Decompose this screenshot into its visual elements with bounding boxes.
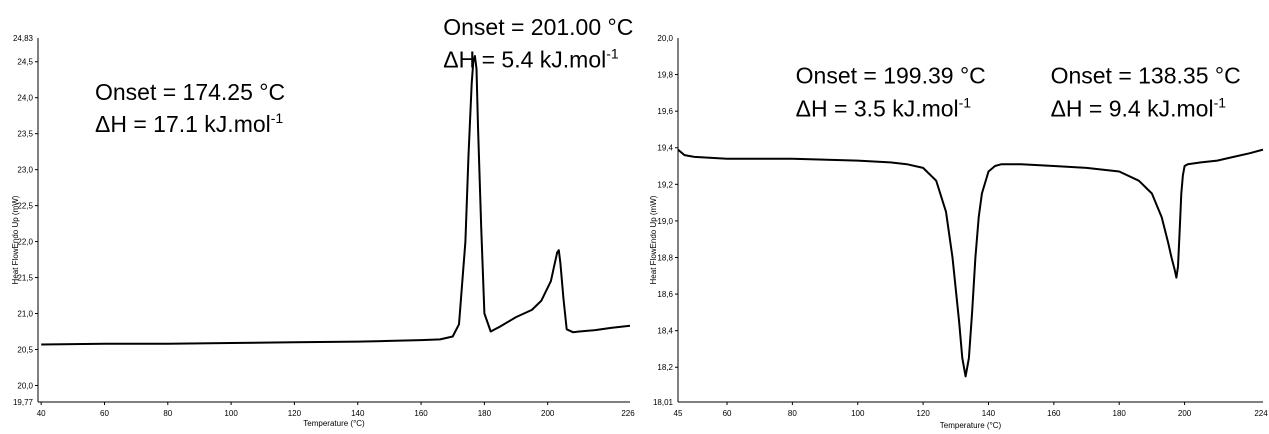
left-chart: 20,0 20,5 21,0 21,5 22,0 22,5 23,0 23,5 24,0 24,5…	[11, 14, 635, 428]
right-annotation: ΔH = 3.5 kJ.mol-1	[796, 95, 972, 122]
right-x-tick-label: 140	[982, 409, 996, 418]
left-y-tick-label: 20,0	[17, 381, 33, 390]
left-y-max-label: 24,83	[13, 34, 34, 43]
right-x-tick-label: 80	[788, 409, 797, 418]
left-x-tick-label: 120	[288, 409, 302, 418]
left-x-end-label: 226	[621, 409, 635, 418]
left-annotation-superscript: -1	[271, 110, 284, 126]
left-annotation-superscript: -1	[606, 45, 619, 61]
right-annotation-superscript: -1	[959, 95, 972, 111]
right-annotation: ΔH = 9.4 kJ.mol-1	[1051, 95, 1227, 122]
right-y-tick-label: 18,2	[657, 363, 673, 372]
right-annotation-superscript: -1	[1214, 95, 1227, 111]
right-x-tick-label: 100	[851, 409, 865, 418]
left-y-tick-label: 23,0	[17, 166, 33, 175]
left-y-tick-label: 23,5	[17, 130, 33, 139]
right-y-tick-label: 19,4	[657, 144, 673, 153]
right-x-tick-label: 180	[1113, 409, 1127, 418]
right-y-max-label: 20,0	[657, 34, 673, 43]
left-y-tick-label: 22,0	[17, 238, 33, 247]
left-annotation: Onset = 201.00 °C	[443, 14, 633, 40]
right-x-end-label: 224	[1254, 409, 1268, 418]
left-x-axis-title: Temperature (°C)	[303, 419, 365, 428]
right-x-tick-label: 200	[1178, 409, 1192, 418]
right-x-start-label: 45	[674, 409, 683, 418]
right-y-tick-label: 18,4	[657, 327, 673, 336]
left-y-tick-label: 24,0	[17, 94, 33, 103]
left-x-tick-label: 180	[478, 409, 492, 418]
left-y-tick-label: 21,5	[17, 274, 33, 283]
right-y-tick-label: 19,2	[657, 180, 673, 189]
right-x-tick-label: 60	[723, 409, 732, 418]
right-y-tick-label: 19,0	[657, 217, 673, 226]
left-x-tick-label: 40	[37, 409, 46, 418]
right-y-tick-label: 19,8	[657, 71, 673, 80]
right-x-tick-label: 160	[1047, 409, 1061, 418]
left-y-tick-label: 24,5	[17, 58, 33, 67]
left-y-tick-label: 22,5	[17, 202, 33, 211]
right-y-axis-title: Heat FlowEndo Up (mW)	[649, 195, 658, 284]
left-dsc-curve	[41, 55, 631, 346]
left-y-tick-label: 21,0	[17, 310, 33, 319]
right-y-min-label: 18,01	[653, 398, 674, 407]
left-x-tick-label: 100	[224, 409, 238, 418]
left-x-tick-label: 200	[541, 409, 555, 418]
left-y-tick-label: 20,5	[17, 345, 33, 354]
right-dsc-curve	[677, 148, 1264, 378]
left-annotation: ΔH = 17.1 kJ.mol-1	[95, 110, 283, 137]
left-x-tick-label: 140	[351, 409, 365, 418]
left-y-min-label: 19,77	[13, 398, 34, 407]
left-annotation: Onset = 174.25 °C	[95, 79, 285, 105]
left-x-tick-label: 60	[100, 409, 109, 418]
left-x-tick-label: 80	[163, 409, 172, 418]
right-y-tick-label: 18,8	[657, 253, 673, 262]
right-x-tick-label: 120	[916, 409, 930, 418]
left-y-axis-title: Heat FlowEndo Up (mW)	[11, 195, 20, 284]
right-annotation: Onset = 138.35 °C	[1051, 63, 1241, 89]
right-x-axis-title: Temperature (°C)	[940, 421, 1002, 430]
left-x-tick-label: 160	[414, 409, 428, 418]
right-y-tick-label: 18,6	[657, 290, 673, 299]
left-annotation: ΔH = 5.4 kJ.mol-1	[443, 45, 619, 72]
right-chart: 18,2 18,4 18,6 18,8 19,0 19,2 19,4 19,6 19,8 18,0…	[649, 34, 1268, 430]
right-y-tick-label: 19,6	[657, 107, 673, 116]
right-annotation: Onset = 199.39 °C	[796, 63, 986, 89]
